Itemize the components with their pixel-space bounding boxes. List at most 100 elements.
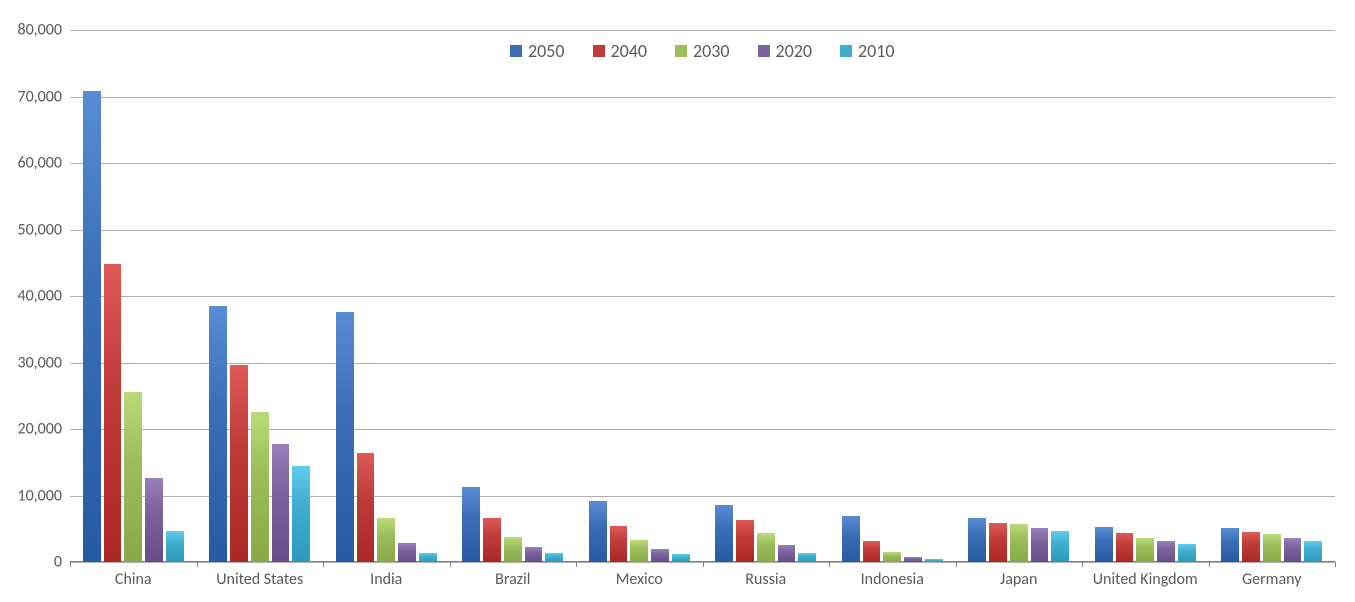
grid-line [70, 30, 1335, 31]
x-tick [450, 562, 451, 567]
bar [1304, 541, 1322, 562]
legend-label: 2040 [611, 40, 648, 62]
bar [651, 549, 669, 562]
grid-line [70, 296, 1335, 297]
bar [863, 541, 881, 562]
x-axis-label: Mexico [616, 570, 663, 589]
bar [1263, 534, 1281, 562]
y-axis-label: 50,000 [17, 220, 62, 239]
x-tick [703, 562, 704, 567]
bar [1031, 528, 1049, 562]
x-tick [1209, 562, 1210, 567]
legend-label: 2030 [693, 40, 730, 62]
bar [610, 526, 628, 562]
bar [589, 501, 607, 562]
bar [145, 478, 163, 562]
x-tick [1335, 562, 1336, 567]
legend-label: 2010 [858, 40, 895, 62]
y-axis-label: 0 [54, 553, 62, 572]
x-axis-label: Japan [1000, 570, 1037, 589]
bar [778, 545, 796, 562]
bar [292, 466, 310, 562]
bar [419, 553, 437, 562]
legend-label: 2050 [528, 40, 565, 62]
legend-swatch [840, 45, 852, 57]
bar [968, 518, 986, 562]
bar [1221, 528, 1239, 562]
x-axis-label: United Kingdom [1093, 570, 1198, 589]
x-tick [1082, 562, 1083, 567]
legend-item: 2020 [758, 40, 813, 62]
legend-swatch [675, 45, 687, 57]
bar [166, 531, 184, 562]
bar [1178, 544, 1196, 562]
bar [357, 453, 375, 562]
y-axis-label: 10,000 [17, 486, 62, 505]
bar [736, 520, 754, 562]
grid-line [70, 363, 1335, 364]
legend-item: 2030 [675, 40, 730, 62]
bar [462, 487, 480, 562]
x-axis-label: Brazil [495, 570, 530, 589]
x-tick [956, 562, 957, 567]
y-axis-label: 60,000 [17, 154, 62, 173]
x-tick [576, 562, 577, 567]
plot-area: 010,00020,00030,00040,00050,00060,00070,… [70, 30, 1335, 562]
chart-container: 0 10,000 20,000 30,000 40,000 50,000 60,000 70,… [0, 0, 1355, 602]
grid-line [70, 97, 1335, 98]
x-axis-label: United States [216, 570, 303, 589]
y-axis-label: 70,000 [17, 87, 62, 106]
bar [1242, 532, 1260, 562]
x-axis-label: China [115, 570, 152, 589]
bar [904, 557, 922, 562]
bar [1095, 527, 1113, 562]
bar [1010, 524, 1028, 562]
legend-item: 2050 [510, 40, 565, 62]
bar [336, 312, 354, 562]
bar [989, 523, 1007, 562]
x-tick [829, 562, 830, 567]
bar [1157, 541, 1175, 562]
legend-swatch [593, 45, 605, 57]
bar [842, 516, 860, 562]
legend: 2050 2040 2030 2020 2010 [510, 40, 895, 62]
bar [377, 518, 395, 562]
y-axis-label: 20,000 [17, 420, 62, 439]
legend-swatch [510, 45, 522, 57]
bar [525, 547, 543, 562]
x-axis-label: Germany [1242, 570, 1301, 589]
x-axis-label: Russia [745, 570, 786, 589]
bar [272, 444, 290, 562]
bar [483, 518, 501, 562]
bar [1051, 531, 1069, 562]
x-axis-label: India [370, 570, 402, 589]
bar [672, 554, 690, 562]
bar [1284, 538, 1302, 562]
y-axis-label: 30,000 [17, 353, 62, 372]
bar [230, 365, 248, 563]
bar [1136, 538, 1154, 562]
bar [545, 553, 563, 562]
bar [104, 264, 122, 562]
grid-line [70, 163, 1335, 164]
x-tick [323, 562, 324, 567]
legend-label: 2020 [776, 40, 813, 62]
bar [798, 553, 816, 562]
bar [715, 505, 733, 562]
grid-line [70, 230, 1335, 231]
bar [124, 392, 142, 562]
legend-swatch [758, 45, 770, 57]
legend-item: 2010 [840, 40, 895, 62]
bar [630, 540, 648, 562]
y-axis-label: 40,000 [17, 287, 62, 306]
bar [398, 543, 416, 562]
bar [925, 559, 943, 562]
bar [83, 91, 101, 562]
bar [209, 306, 227, 562]
bar [251, 412, 269, 562]
bar [757, 533, 775, 562]
bar [1116, 533, 1134, 562]
legend-item: 2040 [593, 40, 648, 62]
x-axis-label: Indonesia [861, 570, 924, 589]
y-axis-label: 80,000 [17, 21, 62, 40]
